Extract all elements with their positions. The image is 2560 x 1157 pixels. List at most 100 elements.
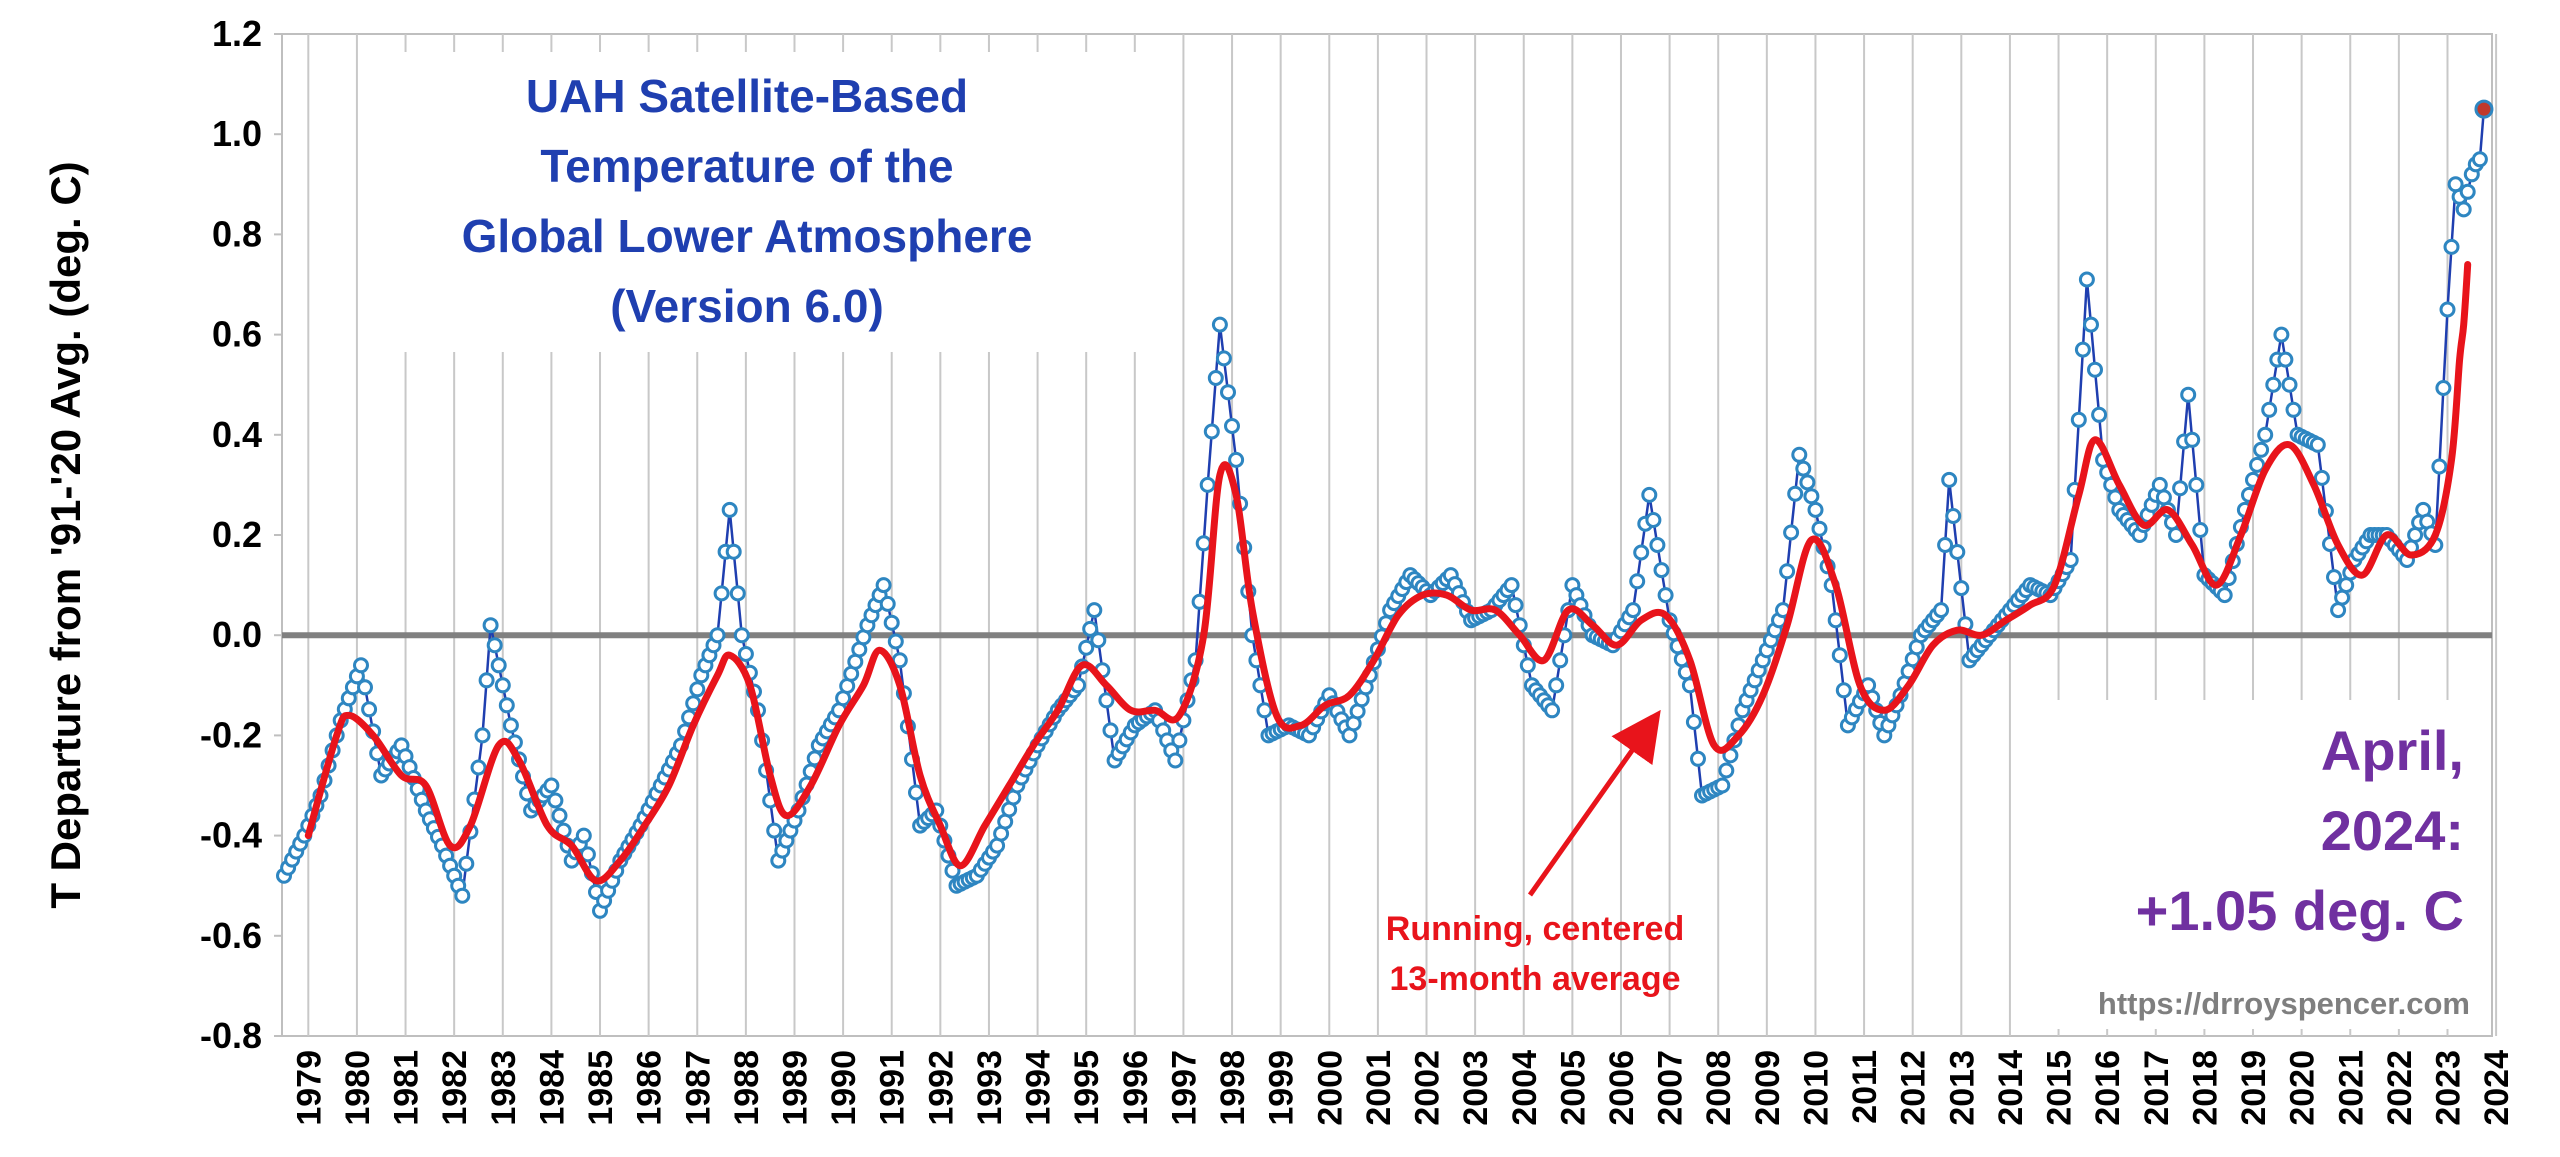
- monthly-point: [1544, 702, 1561, 719]
- x-tick-label: 1989: [776, 1050, 814, 1126]
- monthly-point: [2273, 326, 2290, 343]
- monthly-point: [1195, 535, 1212, 552]
- monthly-point: [2277, 351, 2294, 368]
- x-tick-label: 1994: [1020, 1050, 1058, 1126]
- monthly-point: [1082, 620, 1099, 637]
- monthly-point: [575, 827, 592, 844]
- monthly-point: [1090, 632, 1107, 649]
- x-tick-label: 2002: [1409, 1050, 1447, 1126]
- monthly-point: [1102, 722, 1119, 739]
- x-tick-label: 2018: [2186, 1050, 2224, 1126]
- monthly-point: [454, 887, 471, 904]
- source-credit: https://drroyspencer.com: [2098, 986, 2470, 1021]
- monthly-point: [725, 543, 742, 560]
- chart-title-line: Temperature of the: [540, 140, 953, 192]
- monthly-point: [1548, 677, 1565, 694]
- monthly-point: [2309, 436, 2326, 453]
- monthly-point: [1718, 762, 1735, 779]
- monthly-point: [2192, 522, 2209, 538]
- x-tick-label: 2000: [1311, 1050, 1349, 1126]
- x-tick-label: 2024: [2478, 1050, 2516, 1126]
- latest-value-callout: 2024:: [2321, 799, 2464, 862]
- x-tick-label: 2006: [1603, 1050, 1641, 1126]
- chart-title-line: (Version 6.0): [610, 280, 884, 332]
- monthly-point: [1078, 639, 1095, 656]
- monthly-point: [1941, 471, 1958, 488]
- x-tick-label: 2004: [1506, 1050, 1544, 1126]
- monthly-point: [2431, 458, 2448, 475]
- monthly-point: [2443, 238, 2460, 255]
- x-tick-label: 1990: [825, 1050, 863, 1126]
- x-tick-label: 1999: [1263, 1050, 1301, 1126]
- annotation-arrow: [1527, 709, 1661, 897]
- monthly-point: [1690, 750, 1706, 767]
- monthly-point: [1795, 460, 1812, 477]
- title-box: UAH Satellite-Based Temperature of the Glo…: [358, 52, 1136, 352]
- monthly-point: [721, 501, 738, 518]
- y-tick-label: 0.8: [212, 213, 262, 254]
- monthly-point: [1167, 752, 1184, 769]
- monthly-point: [486, 637, 503, 654]
- monthly-point: [1949, 544, 1966, 560]
- monthly-point: [2087, 361, 2103, 378]
- monthly-point: [474, 727, 491, 744]
- y-tick-label: 0.2: [212, 514, 262, 555]
- x-tick-label: 2013: [1943, 1050, 1981, 1126]
- x-tick-label: 2016: [2089, 1050, 2127, 1126]
- x-tick-label: 2019: [2235, 1050, 2273, 1126]
- monthly-point: [733, 627, 750, 644]
- x-tick-label: 2010: [1797, 1050, 1835, 1126]
- x-tick-label: 2015: [2041, 1050, 2079, 1126]
- monthly-point: [1215, 350, 1232, 367]
- x-tick-label: 2008: [1700, 1050, 1738, 1126]
- monthly-point: [361, 701, 378, 718]
- monthly-point: [470, 759, 487, 776]
- monthly-point: [478, 672, 495, 689]
- monthly-point: [353, 657, 369, 674]
- x-tick-label: 1995: [1068, 1050, 1106, 1126]
- monthly-point: [543, 777, 560, 794]
- monthly-point: [502, 717, 519, 734]
- y-tick-label: -0.8: [200, 1015, 262, 1056]
- y-axis-label: T Departure from '91-'20 Avg. (deg. C): [42, 161, 89, 908]
- callout-box: April, 2024: +1.05 deg. C: [2034, 700, 2486, 1029]
- x-tick-label: 1982: [436, 1050, 474, 1126]
- monthly-point: [1657, 587, 1674, 604]
- monthly-point: [1783, 524, 1800, 541]
- monthly-point: [2091, 406, 2108, 423]
- monthly-point: [2070, 411, 2087, 428]
- monthly-point: [2326, 569, 2342, 586]
- monthly-point: [2172, 480, 2189, 497]
- monthly-point: [1953, 580, 1970, 597]
- monthly-point: [1220, 384, 1236, 401]
- monthly-point: [713, 585, 730, 602]
- x-tick-label: 2021: [2332, 1050, 2370, 1126]
- monthly-point: [490, 657, 507, 674]
- x-tick-label: 1988: [728, 1050, 766, 1126]
- x-tick-labels: 1979 1980 1981 1982 1983 1984 1985 1986 1987 1988…: [290, 1050, 2516, 1126]
- monthly-point: [1625, 602, 1642, 619]
- annotation-text: 13-month average: [1390, 960, 1681, 998]
- monthly-point: [1807, 501, 1824, 518]
- x-tick-label: 2017: [2138, 1050, 2176, 1126]
- x-tick-label: 2012: [1895, 1050, 1933, 1126]
- monthly-point: [1256, 702, 1273, 719]
- monthly-point: [689, 681, 706, 698]
- monthly-point: [1835, 682, 1852, 699]
- x-tick-label: 1987: [679, 1050, 717, 1126]
- monthly-point: [729, 585, 746, 602]
- monthly-point: [875, 577, 892, 594]
- x-tick-label: 2020: [2284, 1050, 2322, 1126]
- y-tick-labels: 1.2 1.0 0.8 0.6 0.4 0.2 0.0 -0.2 -0.4 -0.6 -0.8: [200, 13, 282, 1056]
- monthly-point: [2184, 431, 2201, 448]
- monthly-point: [2253, 441, 2270, 458]
- monthly-point: [1199, 476, 1216, 493]
- monthly-point: [1811, 520, 1828, 537]
- monthly-point: [2313, 469, 2330, 486]
- monthly-point: [2249, 456, 2266, 473]
- monthly-point: [1641, 486, 1658, 503]
- latest-point: [2474, 99, 2494, 119]
- y-tick-label: 1.2: [212, 13, 262, 54]
- monthly-point: [1503, 577, 1520, 594]
